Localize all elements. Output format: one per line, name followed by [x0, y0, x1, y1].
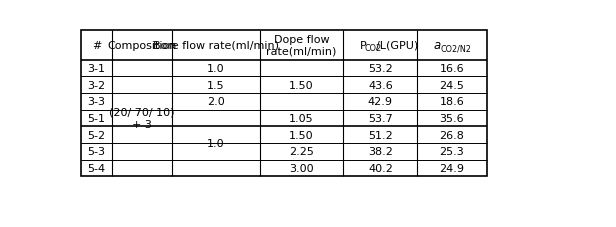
Text: 1.05: 1.05 — [290, 114, 314, 123]
Text: 18.6: 18.6 — [440, 97, 464, 107]
Text: 1.50: 1.50 — [290, 130, 314, 140]
Text: 1.5: 1.5 — [207, 80, 224, 90]
Text: 2.0: 2.0 — [207, 97, 225, 107]
Text: 53.2: 53.2 — [368, 64, 393, 74]
Text: 38.2: 38.2 — [368, 147, 393, 157]
Text: 25.3: 25.3 — [440, 147, 464, 157]
Text: 1.0: 1.0 — [207, 138, 224, 148]
Text: 1.0: 1.0 — [207, 64, 224, 74]
Text: Bore flow rate(ml/min): Bore flow rate(ml/min) — [153, 41, 278, 51]
Text: 2.25: 2.25 — [289, 147, 314, 157]
Text: 3.00: 3.00 — [290, 163, 314, 173]
Text: 43.6: 43.6 — [368, 80, 393, 90]
Text: 16.6: 16.6 — [440, 64, 464, 74]
Text: P: P — [360, 41, 367, 51]
Text: 3-2: 3-2 — [87, 80, 105, 90]
Text: CO2/N2: CO2/N2 — [440, 44, 471, 53]
Text: CO2: CO2 — [365, 44, 382, 53]
Text: 42.9: 42.9 — [368, 97, 393, 107]
Text: #: # — [92, 41, 101, 51]
Bar — [81, 31, 487, 177]
Text: 5-4: 5-4 — [87, 163, 105, 173]
Text: (20/ 70/ 10)
+ 3: (20/ 70/ 10) + 3 — [109, 107, 174, 130]
Text: 3-1: 3-1 — [87, 64, 105, 74]
Text: $\it{a}$: $\it{a}$ — [433, 39, 441, 52]
Text: 24.9: 24.9 — [439, 163, 464, 173]
Text: Dope flow
rate(ml/min): Dope flow rate(ml/min) — [267, 35, 337, 57]
Text: 24.5: 24.5 — [440, 80, 464, 90]
Text: 26.8: 26.8 — [440, 130, 464, 140]
Text: 40.2: 40.2 — [368, 163, 393, 173]
Text: 53.7: 53.7 — [368, 114, 393, 123]
Text: Composition: Composition — [107, 41, 176, 51]
Text: /L(GPU): /L(GPU) — [376, 41, 418, 51]
Text: 1.50: 1.50 — [290, 80, 314, 90]
Text: 51.2: 51.2 — [368, 130, 393, 140]
Text: 5-3: 5-3 — [87, 147, 105, 157]
Text: 3-3: 3-3 — [87, 97, 105, 107]
Text: 5-1: 5-1 — [87, 114, 105, 123]
Text: 5-2: 5-2 — [87, 130, 105, 140]
Text: 35.6: 35.6 — [440, 114, 464, 123]
